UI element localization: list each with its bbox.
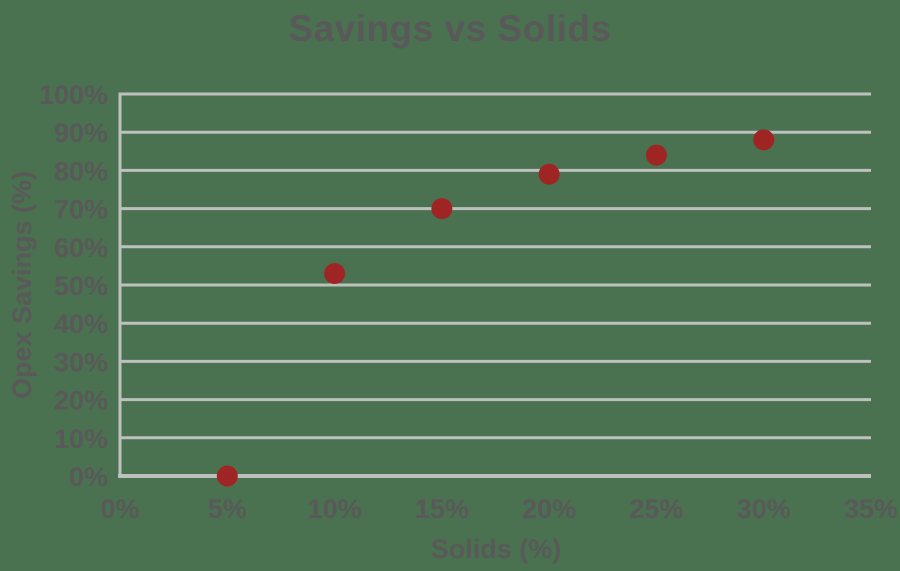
data-point — [431, 198, 453, 220]
x-tick-label: 10% — [308, 494, 362, 524]
x-axis-tick-labels: 0% 5% 10% 15% 20% 25% 30% 35% — [100, 494, 898, 524]
y-tick-label: 90% — [54, 118, 108, 148]
y-tick-label: 80% — [54, 156, 108, 186]
gridlines — [120, 92, 871, 440]
x-tick-label: 15% — [415, 494, 469, 524]
y-tick-label: 60% — [54, 233, 108, 263]
data-point — [216, 465, 238, 487]
y-axis-title: Opex Savings (%) — [7, 171, 37, 399]
x-tick-label: 5% — [208, 494, 247, 524]
x-tick-label: 25% — [629, 494, 683, 524]
data-points — [216, 129, 775, 487]
x-tick-label: 0% — [100, 494, 139, 524]
y-tick-label: 40% — [54, 309, 108, 339]
y-tick-label: 70% — [54, 195, 108, 225]
y-tick-label: 30% — [54, 347, 108, 377]
x-axis-title: Solids (%) — [431, 534, 562, 564]
axes — [118, 92, 871, 478]
x-tick-label: 20% — [522, 494, 576, 524]
data-point — [645, 144, 667, 166]
x-tick-label: 30% — [737, 494, 791, 524]
y-axis-tick-labels: 0% 10% 20% 30% 40% 50% 60% 70% 80% 90% 100% — [39, 80, 108, 492]
y-tick-label: 100% — [39, 80, 108, 110]
y-tick-label: 20% — [54, 386, 108, 416]
data-point — [538, 163, 560, 185]
chart-title: Savings vs Solids — [288, 8, 612, 49]
data-point — [753, 129, 775, 151]
data-point — [324, 263, 346, 285]
y-tick-label: 0% — [69, 462, 108, 492]
y-tick-label: 50% — [54, 271, 108, 301]
x-tick-label: 35% — [844, 494, 898, 524]
y-tick-label: 10% — [54, 424, 108, 454]
